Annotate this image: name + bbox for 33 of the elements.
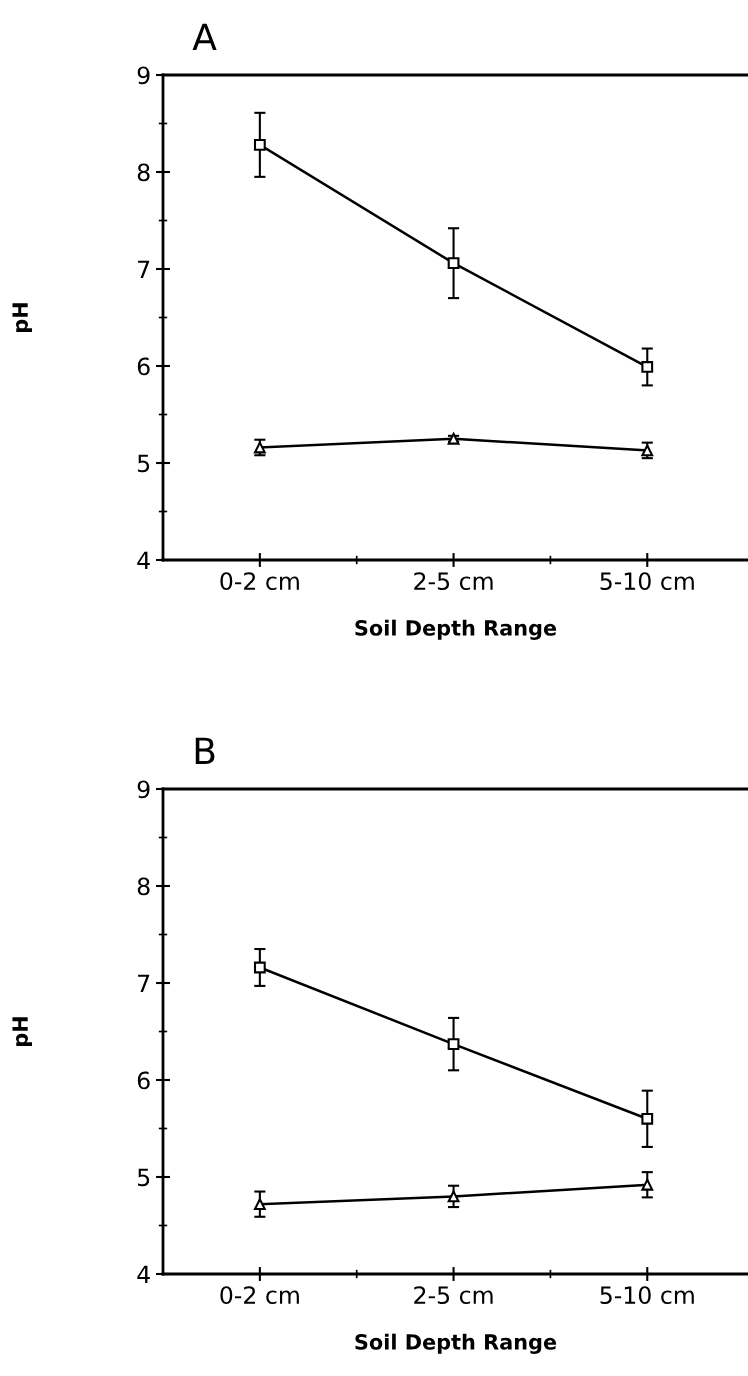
x-tick-label: 0-2 cm bbox=[220, 1286, 299, 1305]
y-tick-label: 5 bbox=[137, 454, 150, 473]
x-tick-label: 0-2 cm bbox=[220, 572, 299, 591]
y-tick-label: 8 bbox=[137, 163, 150, 182]
y-axis-title: pH bbox=[12, 303, 33, 332]
point bbox=[447, 257, 460, 270]
y-tick-label: 4 bbox=[137, 551, 150, 569]
chart-title: A bbox=[192, 23, 217, 50]
y-tick-label: 5 bbox=[137, 1168, 150, 1187]
point bbox=[641, 1112, 654, 1125]
y-tick-label: 7 bbox=[138, 974, 150, 992]
y-tick-label: 6 bbox=[137, 1071, 150, 1090]
y-tick-label: 8 bbox=[137, 877, 150, 896]
point bbox=[641, 1178, 654, 1191]
y-tick-label: 9 bbox=[137, 66, 150, 85]
point bbox=[447, 1190, 460, 1203]
point bbox=[253, 138, 266, 151]
chart-title: B bbox=[195, 737, 215, 764]
y-tick-label: 6 bbox=[137, 357, 150, 376]
x-tick-label: 5-10 cm bbox=[600, 1286, 694, 1305]
y-tick-label: 4 bbox=[137, 1265, 150, 1283]
point bbox=[447, 1038, 460, 1051]
y-tick-label: 9 bbox=[137, 780, 150, 799]
y-tick-label: 7 bbox=[138, 260, 150, 278]
x-axis-title: Soil Depth Range bbox=[355, 619, 557, 640]
x-axis-title: Soil Depth Range bbox=[355, 1333, 557, 1354]
point bbox=[253, 1198, 266, 1211]
x-tick-label: 2-5 cm bbox=[414, 572, 493, 591]
point bbox=[253, 961, 266, 974]
x-tick-label: 2-5 cm bbox=[414, 1286, 493, 1305]
point bbox=[641, 361, 654, 373]
x-tick-label: 5-10 cm bbox=[600, 572, 694, 591]
y-axis-title: pH bbox=[12, 1017, 33, 1046]
